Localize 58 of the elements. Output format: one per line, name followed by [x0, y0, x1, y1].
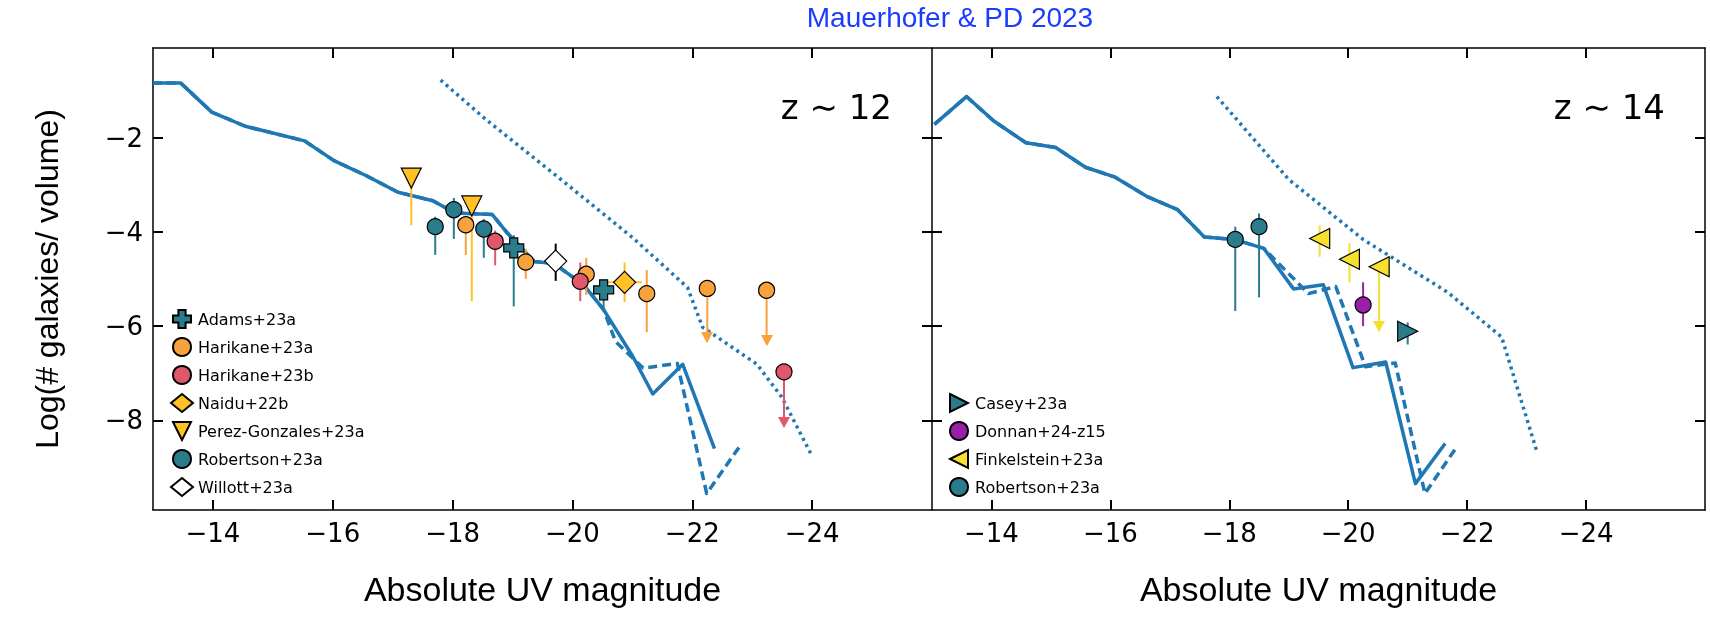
- x-tick-label: −22: [664, 518, 720, 548]
- y-axis-title: Log(# galaxies/ volume): [29, 109, 65, 449]
- point: [758, 281, 776, 299]
- x-tick-label: −20: [545, 518, 600, 548]
- point: [698, 279, 716, 298]
- point: [1354, 296, 1372, 314]
- point: [1338, 248, 1361, 270]
- point: [1250, 218, 1268, 236]
- y-tick-label: −4: [104, 216, 143, 247]
- point: [486, 232, 504, 250]
- point: [461, 195, 483, 217]
- point: [544, 249, 568, 273]
- legend-label: Naidu+22b: [198, 393, 289, 413]
- legend-label: Finkelstein+23a: [975, 449, 1104, 469]
- y-tick-label: −2: [104, 122, 143, 153]
- x-axis-title: Absolute UV magnitude: [363, 570, 722, 608]
- point: [638, 285, 656, 303]
- x-tick-label: −14: [185, 518, 241, 548]
- x-tick-label: −24: [1558, 518, 1614, 548]
- x-tick-label: −24: [784, 518, 840, 548]
- x-tick-label: −14: [964, 518, 1019, 548]
- point: [457, 216, 475, 234]
- legend-label: Willott+23a: [198, 477, 293, 497]
- legend-label: Harikane+23b: [198, 365, 314, 385]
- line-series: [438, 78, 813, 456]
- point: [426, 218, 444, 236]
- x-tick-label: −20: [1320, 518, 1376, 548]
- point: [475, 220, 493, 238]
- x-tick-label: −18: [425, 518, 481, 548]
- x-tick-label: −18: [1201, 518, 1257, 548]
- legend-label: Harikane+23a: [198, 337, 314, 357]
- point: [1397, 320, 1419, 342]
- legend-label: Perez-Gonzales+23a: [198, 421, 365, 441]
- point: [1368, 256, 1390, 278]
- y-tick-label: −8: [104, 405, 143, 436]
- annotation: z ∼ 12: [780, 87, 892, 127]
- x-tick-label: −16: [1082, 518, 1138, 548]
- x-tick-label: −16: [305, 518, 361, 548]
- point: [593, 279, 615, 301]
- point: [1226, 230, 1244, 248]
- legend-label: Adams+23a: [198, 309, 297, 329]
- point: [612, 270, 637, 294]
- legend-label: Donnan+24-z15: [975, 421, 1106, 441]
- chart-title: Mauerhofer & PD 2023: [805, 2, 1095, 34]
- annotation: z ∼ 14: [1553, 87, 1665, 127]
- legend-label: Robertson+23a: [198, 449, 323, 469]
- point: [503, 237, 525, 259]
- x-axis-title: Absolute UV magnitude: [1139, 570, 1498, 608]
- y-tick-label: −6: [104, 311, 143, 342]
- legend-label: Casey+23a: [975, 393, 1068, 413]
- point: [1309, 227, 1331, 250]
- point: [445, 201, 463, 219]
- x-tick-label: −22: [1439, 518, 1495, 548]
- legend-label: Robertson+23a: [975, 477, 1100, 497]
- point: [517, 253, 535, 271]
- point: [775, 363, 793, 381]
- point: [571, 272, 589, 290]
- point: [400, 167, 422, 189]
